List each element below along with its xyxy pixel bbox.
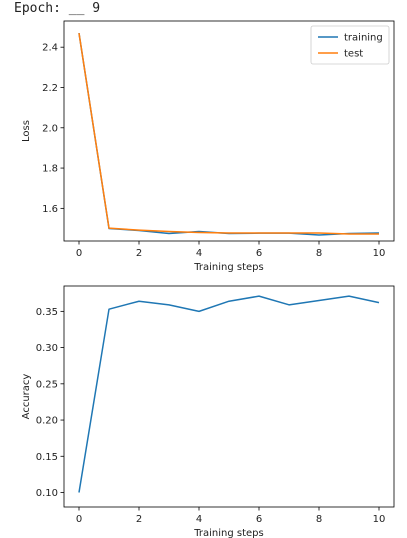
loss-xtick-label: 2 <box>136 248 142 259</box>
accuracy-ytick-label: 0.20 <box>36 416 58 427</box>
loss-y-axis-label: Loss <box>21 120 32 142</box>
loss-ytick-label: 2.0 <box>42 123 58 134</box>
accuracy-x-axis-label: Training steps <box>193 528 263 538</box>
accuracy-ytick-label: 0.35 <box>36 307 58 318</box>
loss-xtick-label: 10 <box>373 248 386 259</box>
loss-x-axis-label: Training steps <box>193 262 263 273</box>
loss-xtick-label: 8 <box>316 248 322 259</box>
loss-ytick-label: 2.2 <box>42 83 58 94</box>
loss-xtick-label: 6 <box>256 248 262 259</box>
loss-legend-label-test: test <box>344 49 363 60</box>
accuracy-ytick-label: 0.10 <box>36 488 58 499</box>
accuracy-xtick-label: 10 <box>373 514 386 525</box>
accuracy-xtick-label: 4 <box>196 514 202 525</box>
accuracy-xtick-label: 8 <box>316 514 322 525</box>
loss-ytick-label: 1.8 <box>42 164 58 175</box>
accuracy-ytick-label: 0.15 <box>36 452 58 463</box>
loss-xtick-label: 4 <box>196 248 202 259</box>
accuracy-ytick-label: 0.25 <box>36 379 58 390</box>
accuracy-xtick-label: 0 <box>76 514 82 525</box>
loss-xtick-label: 0 <box>76 248 82 259</box>
loss-ytick-label: 1.6 <box>42 204 58 215</box>
accuracy-series-line-line <box>79 296 379 492</box>
accuracy-ytick-label: 0.30 <box>36 343 58 354</box>
accuracy-xtick-label: 2 <box>136 514 142 525</box>
accuracy-axes-frame <box>64 286 394 507</box>
loss-ytick-label: 2.4 <box>42 43 58 54</box>
accuracy-y-axis-label: Accuracy <box>21 374 32 420</box>
loss-legend-label-training: training <box>344 33 383 44</box>
accuracy-xtick-label: 6 <box>256 514 262 525</box>
